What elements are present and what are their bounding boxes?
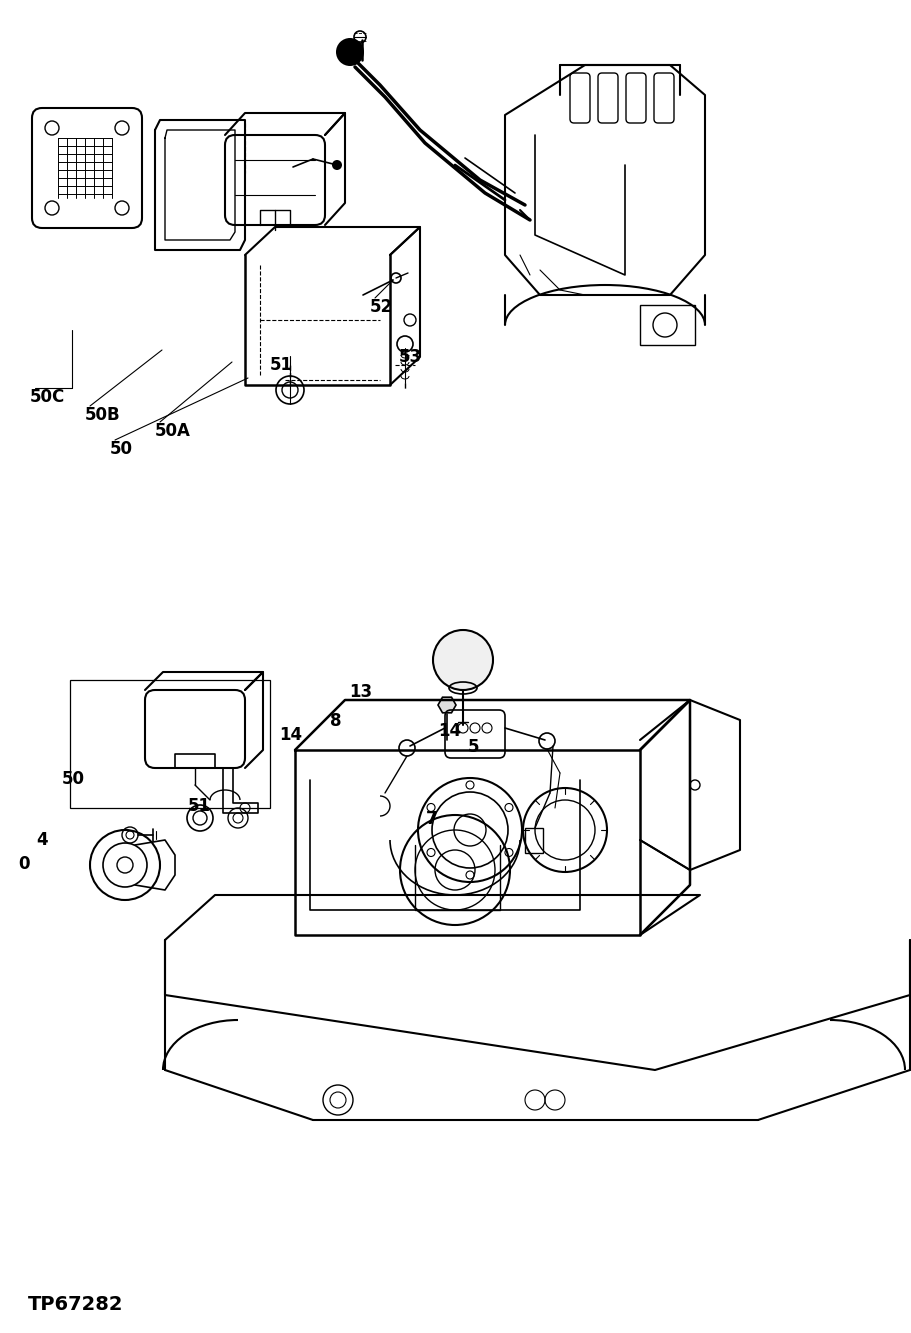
Text: 13: 13 — [349, 682, 372, 701]
Circle shape — [391, 273, 401, 283]
Text: 50: 50 — [110, 440, 133, 459]
Text: 51: 51 — [270, 356, 293, 375]
Text: 8: 8 — [330, 712, 342, 730]
Text: 5: 5 — [468, 738, 479, 756]
Bar — [70, 680, 270, 808]
Circle shape — [397, 336, 413, 352]
Text: 14: 14 — [279, 726, 302, 744]
Text: 51: 51 — [188, 797, 211, 814]
Text: TP67282: TP67282 — [28, 1294, 124, 1314]
Text: 50: 50 — [62, 770, 85, 788]
Text: 50C: 50C — [30, 388, 66, 407]
Text: 53: 53 — [399, 348, 422, 367]
Circle shape — [336, 39, 364, 67]
Text: 50A: 50A — [155, 423, 191, 440]
Text: 4: 4 — [36, 830, 47, 849]
Circle shape — [332, 160, 342, 171]
Text: 7: 7 — [426, 810, 437, 828]
Text: 14: 14 — [438, 722, 461, 740]
Circle shape — [433, 631, 493, 690]
Bar — [525, 828, 543, 853]
Polygon shape — [438, 697, 456, 713]
Bar — [640, 305, 695, 345]
Text: 52: 52 — [370, 299, 394, 316]
Text: 0: 0 — [18, 854, 29, 873]
Text: 50B: 50B — [85, 407, 120, 424]
